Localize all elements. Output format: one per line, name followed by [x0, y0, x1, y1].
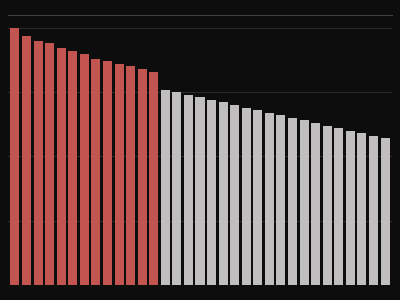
Bar	[230, 105, 239, 285]
Bar	[219, 102, 228, 285]
Bar	[276, 115, 286, 285]
Bar	[103, 61, 112, 285]
Bar	[300, 120, 309, 285]
Bar	[196, 97, 204, 285]
Bar	[10, 28, 20, 285]
Bar	[323, 126, 332, 285]
Bar	[126, 66, 135, 285]
Bar	[149, 72, 158, 285]
Bar	[358, 133, 366, 285]
Bar	[172, 92, 181, 285]
Bar	[346, 131, 355, 285]
Bar	[34, 41, 42, 285]
Bar	[80, 54, 89, 285]
Bar	[161, 90, 170, 285]
Bar	[369, 136, 378, 285]
Bar	[380, 138, 390, 285]
Bar	[114, 64, 124, 285]
Bar	[207, 100, 216, 285]
Bar	[57, 48, 66, 285]
Bar	[265, 113, 274, 285]
Bar	[22, 36, 31, 285]
Bar	[138, 69, 147, 285]
Bar	[68, 51, 77, 285]
Bar	[91, 59, 100, 285]
Bar	[45, 43, 54, 285]
Bar	[288, 118, 297, 285]
Bar	[184, 95, 193, 285]
Bar	[311, 123, 320, 285]
Bar	[253, 110, 262, 285]
Bar	[334, 128, 343, 285]
Bar	[242, 108, 251, 285]
